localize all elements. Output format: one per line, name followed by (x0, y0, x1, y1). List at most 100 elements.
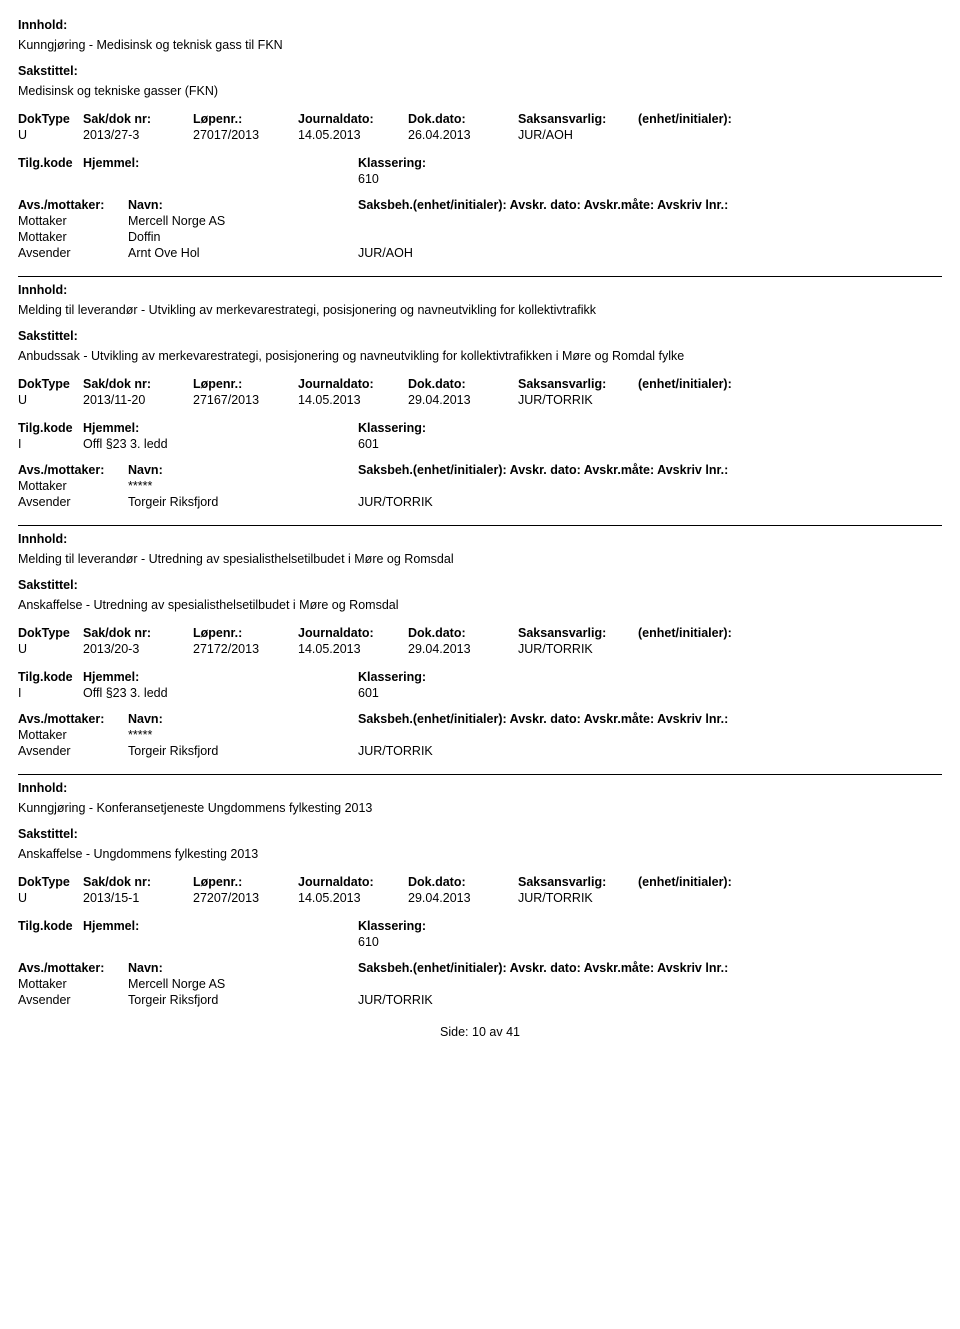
avsmottaker-label: Avs./mottaker: (18, 961, 128, 975)
journaldato-value: 14.05.2013 (298, 891, 408, 905)
party-role: Mottaker (18, 479, 128, 493)
saknr-label: Sak/dok nr: (83, 875, 193, 889)
saksansvarlig-label: Saksansvarlig: (518, 112, 638, 126)
navn-label: Navn: (128, 198, 358, 212)
record: Innhold:Kunngjøring - Konferansetjeneste… (18, 781, 942, 1007)
party-row: AvsenderArnt Ove HolJUR/AOH (18, 246, 942, 260)
enhet-label: (enhet/initialer): (638, 112, 942, 126)
innhold-value: Melding til leverandør - Utvikling av me… (18, 303, 942, 317)
journaldato-label: Journaldato: (298, 875, 408, 889)
hjemmel-label: Hjemmel: (83, 156, 358, 170)
klassering-value: 610 (358, 935, 379, 949)
dokdato-value: 29.04.2013 (408, 393, 518, 407)
meta-header: DokTypeSak/dok nr:Løpenr.:Journaldato:Do… (18, 112, 942, 126)
meta-values: U2013/15-127207/201314.05.201329.04.2013… (18, 891, 942, 905)
saksansvarlig-label: Saksansvarlig: (518, 875, 638, 889)
dokdato-label: Dok.dato: (408, 112, 518, 126)
lopenr-label: Løpenr.: (193, 112, 298, 126)
party-saksbeh (358, 479, 942, 493)
meta-values: U2013/11-2027167/201314.05.201329.04.201… (18, 393, 942, 407)
enhet-value (638, 128, 942, 142)
tilgkode-value (18, 935, 83, 949)
doktype-value: U (18, 393, 83, 407)
dokdato-value: 29.04.2013 (408, 642, 518, 656)
doktype-label: DokType (18, 875, 83, 889)
footer-side-label: Side: (440, 1025, 469, 1039)
spacer (18, 951, 942, 961)
party-saksbeh (358, 230, 942, 244)
doktype-label: DokType (18, 377, 83, 391)
party-saksbeh: JUR/TORRIK (358, 495, 942, 509)
journaldato-label: Journaldato: (298, 377, 408, 391)
tilgkode-label: Tilg.kode (18, 421, 83, 435)
klassering-label: Klassering: (358, 156, 426, 170)
navn-label: Navn: (128, 463, 358, 477)
party-role: Avsender (18, 744, 128, 758)
sakstittel-value: Anbudssak - Utvikling av merkevarestrate… (18, 349, 942, 363)
sakstittel-label: Sakstittel: (18, 329, 942, 343)
party-navn: Mercell Norge AS (128, 977, 358, 991)
saksbeh-header-label: Saksbeh.(enhet/initialer): Avskr. dato: … (358, 198, 942, 212)
hjemmel-label: Hjemmel: (83, 421, 358, 435)
doktype-value: U (18, 642, 83, 656)
avsmottaker-label: Avs./mottaker: (18, 198, 128, 212)
saksansvarlig-label: Saksansvarlig: (518, 626, 638, 640)
sakstittel-value: Anskaffelse - Utredning av spesialisthel… (18, 598, 942, 612)
innhold-label: Innhold: (18, 283, 942, 297)
tilgkode-value: I (18, 437, 83, 451)
party-role: Avsender (18, 495, 128, 509)
footer-av-label: av (489, 1025, 502, 1039)
tilgkode-label: Tilg.kode (18, 919, 83, 933)
klassering-label: Klassering: (358, 670, 426, 684)
tilg-value-row: 610 (18, 935, 942, 949)
journaldato-value: 14.05.2013 (298, 393, 408, 407)
saksbeh-header-label: Saksbeh.(enhet/initialer): Avskr. dato: … (358, 712, 942, 726)
saknr-value: 2013/27-3 (83, 128, 193, 142)
hjemmel-value: Offl §23 3. ledd (83, 686, 358, 700)
meta-header: DokTypeSak/dok nr:Løpenr.:Journaldato:Do… (18, 377, 942, 391)
klassering-value: 610 (358, 172, 379, 186)
avsmottaker-label: Avs./mottaker: (18, 463, 128, 477)
tilg-value-row: IOffl §23 3. ledd601 (18, 437, 942, 451)
innhold-value: Kunngjøring - Konferansetjeneste Ungdomm… (18, 801, 942, 815)
record: Innhold:Melding til leverandør - Utredni… (18, 532, 942, 775)
party-saksbeh: JUR/TORRIK (358, 744, 942, 758)
dokdato-label: Dok.dato: (408, 377, 518, 391)
saksansvarlig-value: JUR/AOH (518, 128, 638, 142)
party-saksbeh: JUR/TORRIK (358, 993, 942, 1007)
sakstittel-label: Sakstittel: (18, 578, 942, 592)
saknr-value: 2013/15-1 (83, 891, 193, 905)
tilg-value-row: IOffl §23 3. ledd601 (18, 686, 942, 700)
party-navn: Mercell Norge AS (128, 214, 358, 228)
navn-label: Navn: (128, 961, 358, 975)
party-row: AvsenderTorgeir RiksfjordJUR/TORRIK (18, 993, 942, 1007)
enhet-label: (enhet/initialer): (638, 875, 942, 889)
journaldato-label: Journaldato: (298, 626, 408, 640)
party-row: Mottaker***** (18, 728, 942, 742)
lopenr-label: Løpenr.: (193, 875, 298, 889)
dokdato-label: Dok.dato: (408, 626, 518, 640)
party-role: Mottaker (18, 214, 128, 228)
party-header: Avs./mottaker:Navn:Saksbeh.(enhet/initia… (18, 198, 942, 212)
lopenr-value: 27167/2013 (193, 393, 298, 407)
enhet-label: (enhet/initialer): (638, 626, 942, 640)
record: Innhold:Kunngjøring - Medisinsk og tekni… (18, 18, 942, 277)
avsmottaker-label: Avs./mottaker: (18, 712, 128, 726)
meta-header: DokTypeSak/dok nr:Løpenr.:Journaldato:Do… (18, 626, 942, 640)
saksansvarlig-label: Saksansvarlig: (518, 377, 638, 391)
klassering-value: 601 (358, 686, 379, 700)
doktype-label: DokType (18, 626, 83, 640)
sakstittel-value: Medisinsk og tekniske gasser (FKN) (18, 84, 942, 98)
tilgkode-label: Tilg.kode (18, 156, 83, 170)
enhet-label: (enhet/initialer): (638, 377, 942, 391)
party-navn: Arnt Ove Hol (128, 246, 358, 260)
party-role: Mottaker (18, 977, 128, 991)
spacer (18, 453, 942, 463)
enhet-value (638, 393, 942, 407)
saksbeh-header-label: Saksbeh.(enhet/initialer): Avskr. dato: … (358, 961, 942, 975)
innhold-value: Melding til leverandør - Utredning av sp… (18, 552, 942, 566)
saknr-value: 2013/20-3 (83, 642, 193, 656)
party-header: Avs./mottaker:Navn:Saksbeh.(enhet/initia… (18, 463, 942, 477)
tilgkode-label: Tilg.kode (18, 670, 83, 684)
party-saksbeh (358, 214, 942, 228)
